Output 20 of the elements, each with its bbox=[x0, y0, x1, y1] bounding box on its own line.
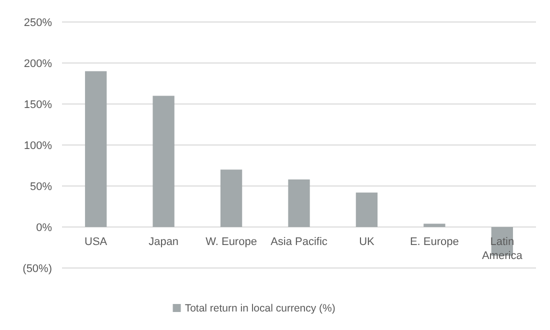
bar bbox=[424, 224, 446, 227]
y-tick-label: 0% bbox=[36, 222, 52, 234]
bar bbox=[152, 96, 174, 227]
y-tick-label: 250% bbox=[24, 16, 52, 29]
x-tick-label: E. Europe bbox=[410, 236, 459, 248]
bar bbox=[288, 179, 310, 227]
y-tick-label: (50%) bbox=[22, 262, 52, 275]
y-tick-label: 50% bbox=[30, 180, 52, 193]
y-tick-label: 100% bbox=[24, 140, 52, 152]
legend-label: Total return in local currency (%) bbox=[184, 302, 336, 315]
x-tick-label: USA bbox=[84, 236, 108, 248]
bar bbox=[356, 192, 378, 227]
x-tick-label: W. Europe bbox=[206, 236, 257, 248]
y-tick-label: 200% bbox=[24, 58, 52, 70]
x-tick-label: Asia Pacific bbox=[270, 236, 328, 248]
bar bbox=[85, 71, 107, 227]
x-tick-label: UK bbox=[359, 236, 376, 248]
y-tick-label: 150% bbox=[24, 98, 52, 111]
x-tick-label: Japan bbox=[148, 236, 179, 248]
bar bbox=[220, 170, 242, 227]
